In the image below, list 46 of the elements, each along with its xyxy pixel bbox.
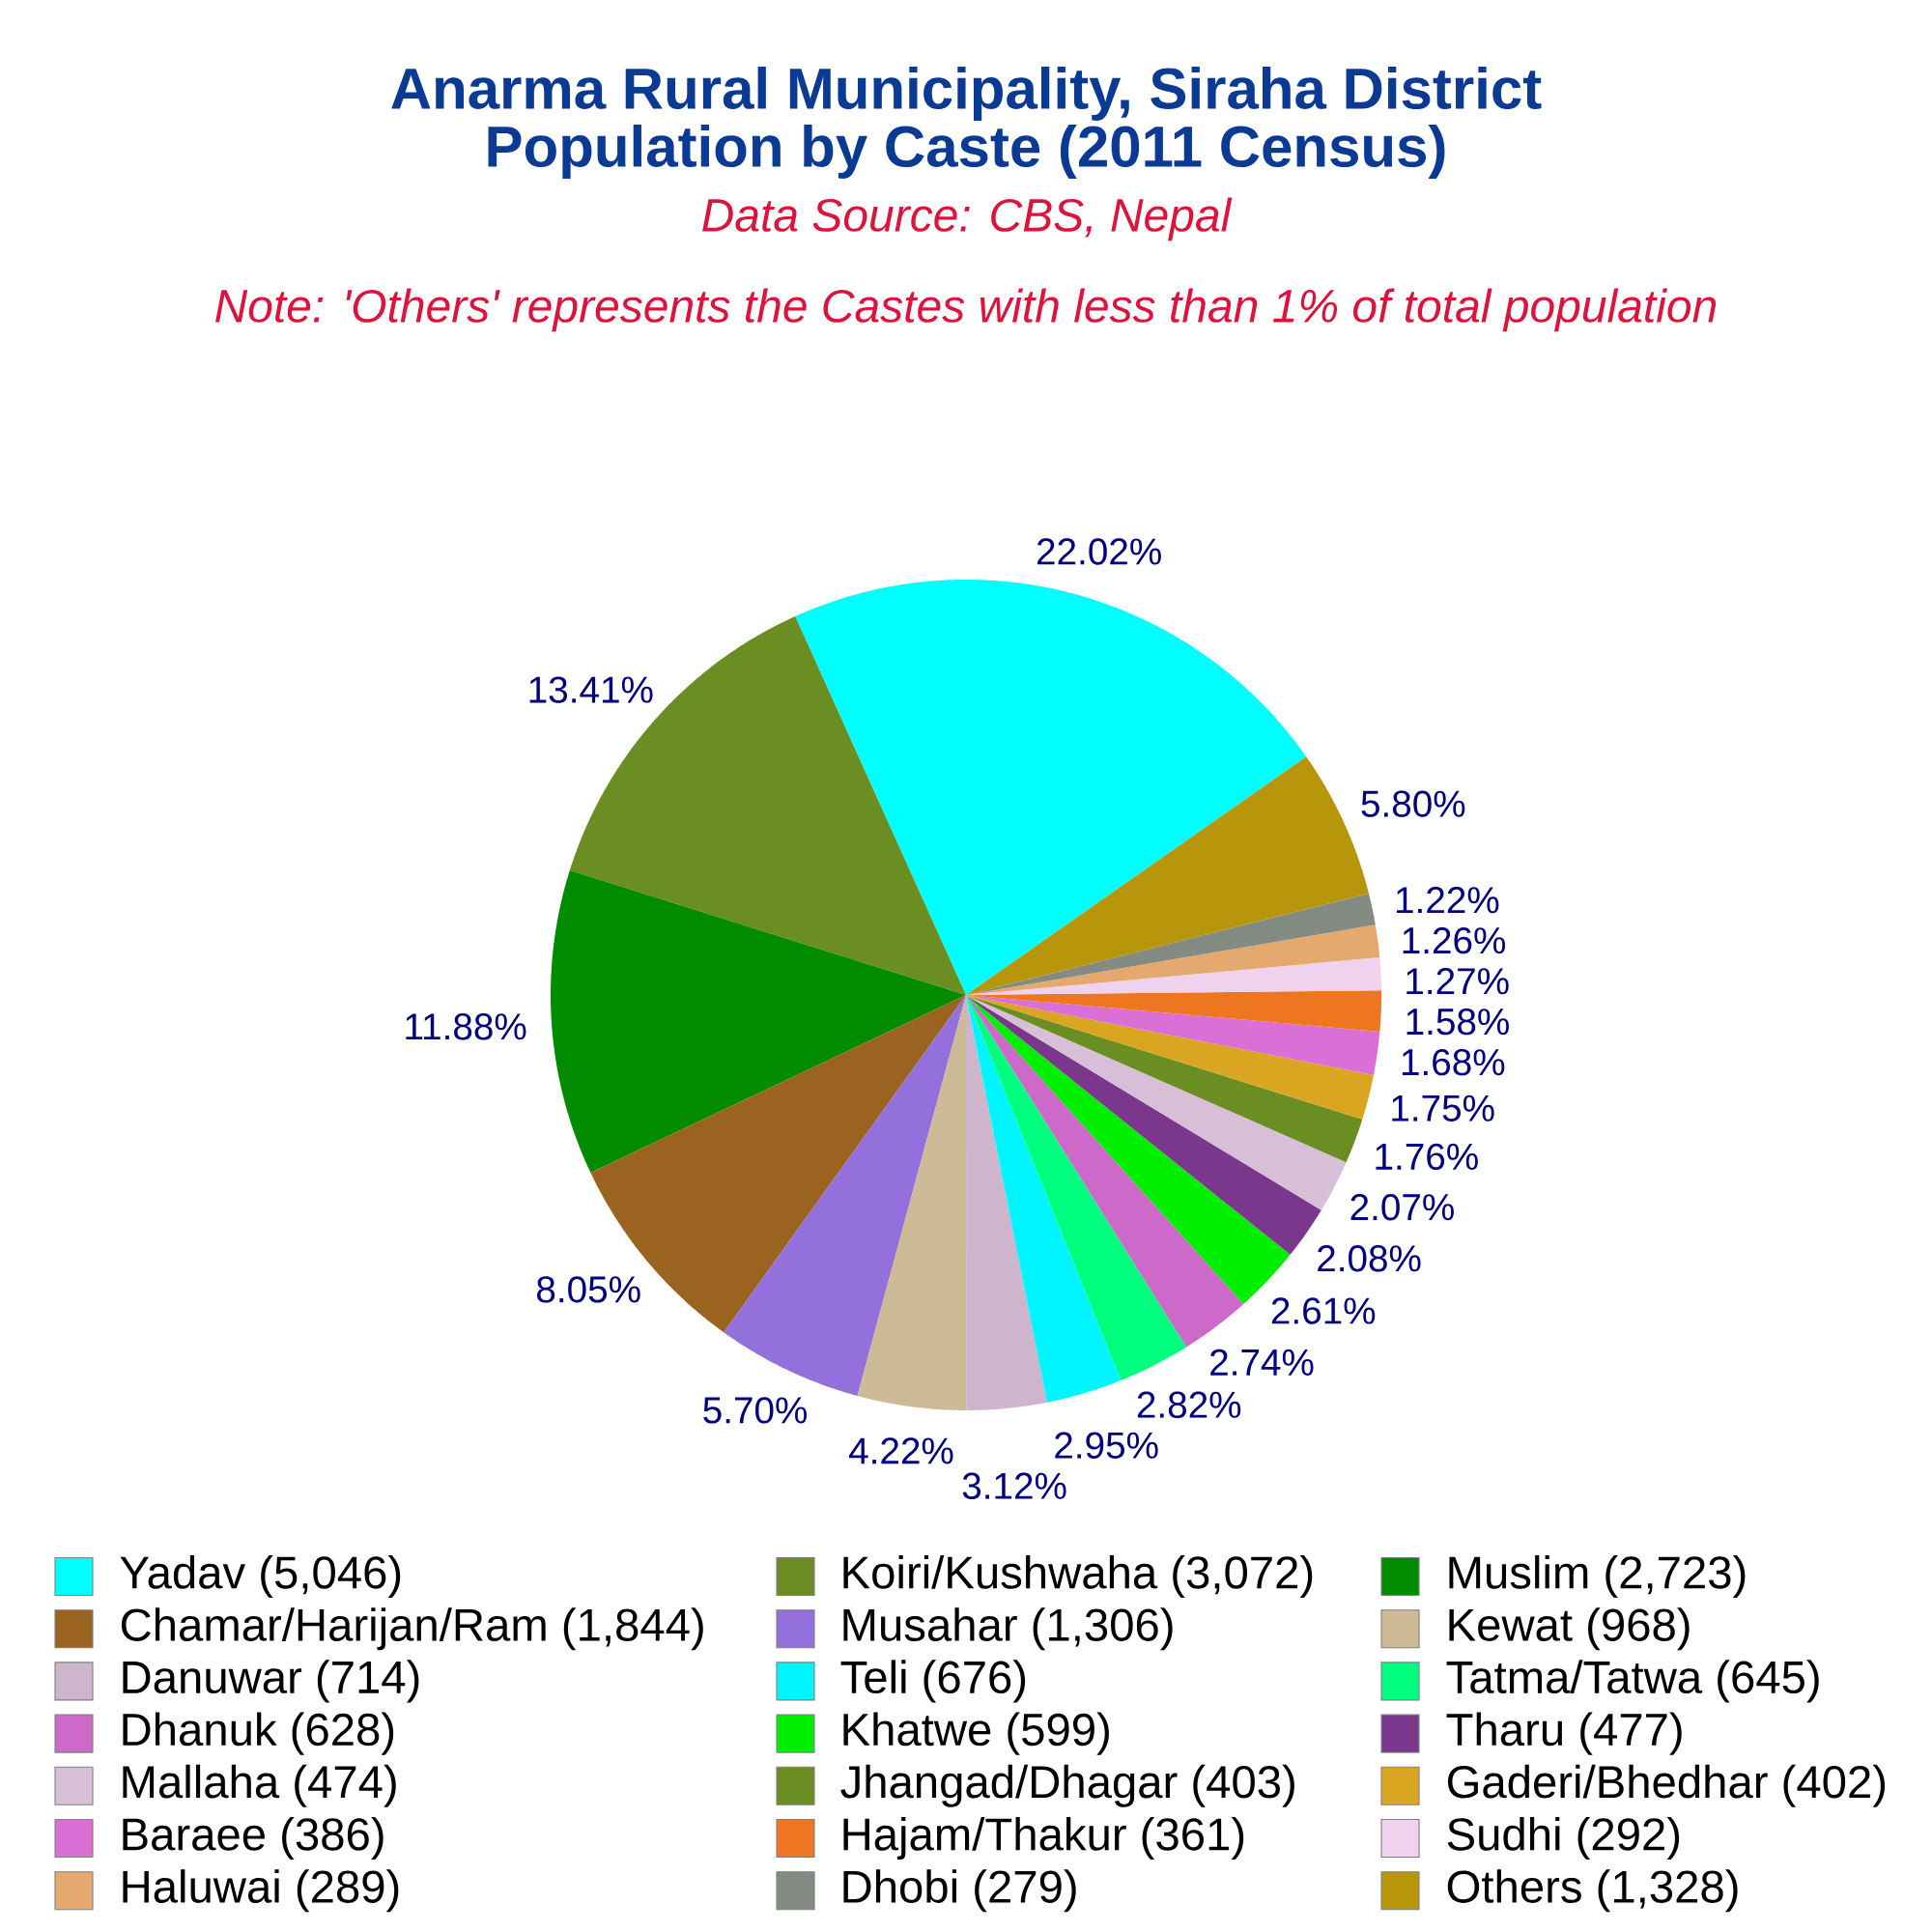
legend-label: Muslim (2,723) xyxy=(1449,1554,1746,1599)
legend-label: Koiri/Kushwaha (3,072) xyxy=(843,1554,1313,1599)
data-label: 13.41% xyxy=(529,676,653,703)
data-label: 2.95% xyxy=(1055,1432,1158,1459)
data-label: 1.75% xyxy=(1392,1094,1494,1122)
chart-subtitle: Population by Caste (2011 Census) xyxy=(488,125,1445,179)
legend-label: Baraee (386) xyxy=(123,1816,384,1861)
legend-label: Tharu (477) xyxy=(1446,1712,1682,1755)
data-label: 3.12% xyxy=(962,1472,1066,1499)
legend-label: Gaderi/Bhedhar (402) xyxy=(1447,1764,1886,1807)
data-label: 5.70% xyxy=(703,1397,808,1424)
legend-label: Sudhi (292) xyxy=(1447,1816,1680,1861)
data-label: 1.22% xyxy=(1397,887,1499,914)
data-label: 8.05% xyxy=(537,1276,640,1303)
legend-label: Kewat (968) xyxy=(1449,1607,1690,1651)
data-label: 1.27% xyxy=(1406,968,1509,995)
data-label: 2.07% xyxy=(1350,1193,1454,1221)
data-label: 1.58% xyxy=(1406,1008,1509,1036)
legend-label: Haluwai (289) xyxy=(123,1869,399,1913)
data-label: 1.76% xyxy=(1376,1143,1478,1171)
text: Note: 'Others' represents the Castes with less than 1% of total population xyxy=(215,288,1717,332)
legend-label: Dhobi (279) xyxy=(843,1869,1076,1913)
data-label: 11.88% xyxy=(406,1013,526,1040)
legend-label: Jhangad/Dhagar (403) xyxy=(840,1764,1294,1807)
data-label: 5.80% xyxy=(1361,790,1465,817)
data-label: 4.22% xyxy=(849,1437,953,1464)
legend-label: Musahar (1,306) xyxy=(843,1607,1173,1651)
legend-label: Danuwar (714) xyxy=(123,1660,419,1703)
legend-label: Tatma/Tatwa (645) xyxy=(1446,1660,1819,1703)
legend-label: Khatwe (599) xyxy=(843,1712,1109,1755)
data-label: 22.02% xyxy=(1037,538,1161,565)
legend-label: Others (1,328) xyxy=(1447,1869,1738,1913)
source-note: Data Source: CBS, Nepal xyxy=(702,197,1233,242)
chart-title: Anarma Rural Municipality, Siraha District xyxy=(391,67,1542,121)
data-label: 2.61% xyxy=(1271,1297,1376,1324)
legend-label: Dhanuk (628) xyxy=(123,1712,394,1755)
legend-label: Teli (676) xyxy=(840,1660,1026,1703)
data-label: 2.08% xyxy=(1318,1245,1421,1272)
data-label: 1.26% xyxy=(1403,926,1506,954)
data-label: 2.82% xyxy=(1137,1391,1241,1418)
legend-label: Mallaha (474) xyxy=(123,1764,396,1807)
data-label: 2.74% xyxy=(1210,1349,1314,1376)
legend-label: Chamar/Harijan/Ram (1,844) xyxy=(121,1607,703,1651)
legend-label: Yadav (5,046) xyxy=(120,1554,401,1599)
data-label: 1.68% xyxy=(1402,1048,1505,1076)
legend-label: Hajam/Thakur (361) xyxy=(843,1816,1244,1861)
